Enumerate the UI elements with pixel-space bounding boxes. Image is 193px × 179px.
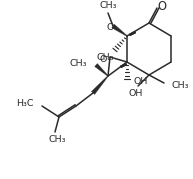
Text: CH₃: CH₃ [99, 1, 117, 9]
Text: H₃C: H₃C [16, 100, 34, 108]
Text: CH₃: CH₃ [96, 52, 114, 62]
Text: CH₃: CH₃ [69, 59, 87, 69]
Text: OH: OH [134, 78, 148, 86]
Text: OH: OH [129, 88, 143, 98]
Text: O: O [99, 55, 107, 64]
Polygon shape [112, 24, 127, 36]
Text: CH₃: CH₃ [172, 81, 190, 91]
Polygon shape [91, 76, 108, 95]
Text: O: O [106, 23, 114, 32]
Text: CH₃: CH₃ [48, 134, 66, 144]
Text: O: O [157, 1, 167, 13]
Polygon shape [95, 64, 108, 76]
